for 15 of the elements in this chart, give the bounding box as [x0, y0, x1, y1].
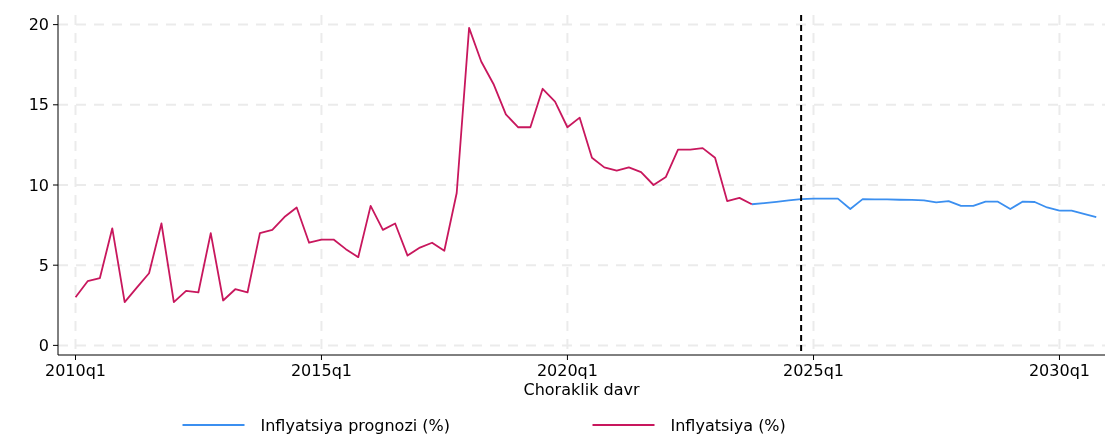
y-tick-label: 15 — [28, 95, 49, 115]
y-tick-label: 10 — [28, 175, 49, 195]
y-tick-label: 20 — [28, 15, 49, 35]
x-tick-label: 2025q1 — [782, 361, 845, 380]
line-series — [750, 197, 1098, 218]
x-tick-label: 2030q1 — [1028, 361, 1090, 380]
x-axis-title: Choraklik davr — [523, 380, 640, 399]
y-tick-label: 5 — [38, 255, 49, 275]
x-tick-label: 2015q1 — [290, 361, 352, 380]
x-tick-label: 2020q1 — [536, 361, 598, 380]
legend-label: Inflyatsiya prognozi (%) — [260, 415, 450, 435]
y-tick-label: 0 — [38, 335, 49, 355]
legend-label: Inflyatsiya (%) — [670, 415, 786, 435]
line-series — [74, 26, 753, 303]
x-tick-label: 2010q1 — [44, 361, 107, 380]
